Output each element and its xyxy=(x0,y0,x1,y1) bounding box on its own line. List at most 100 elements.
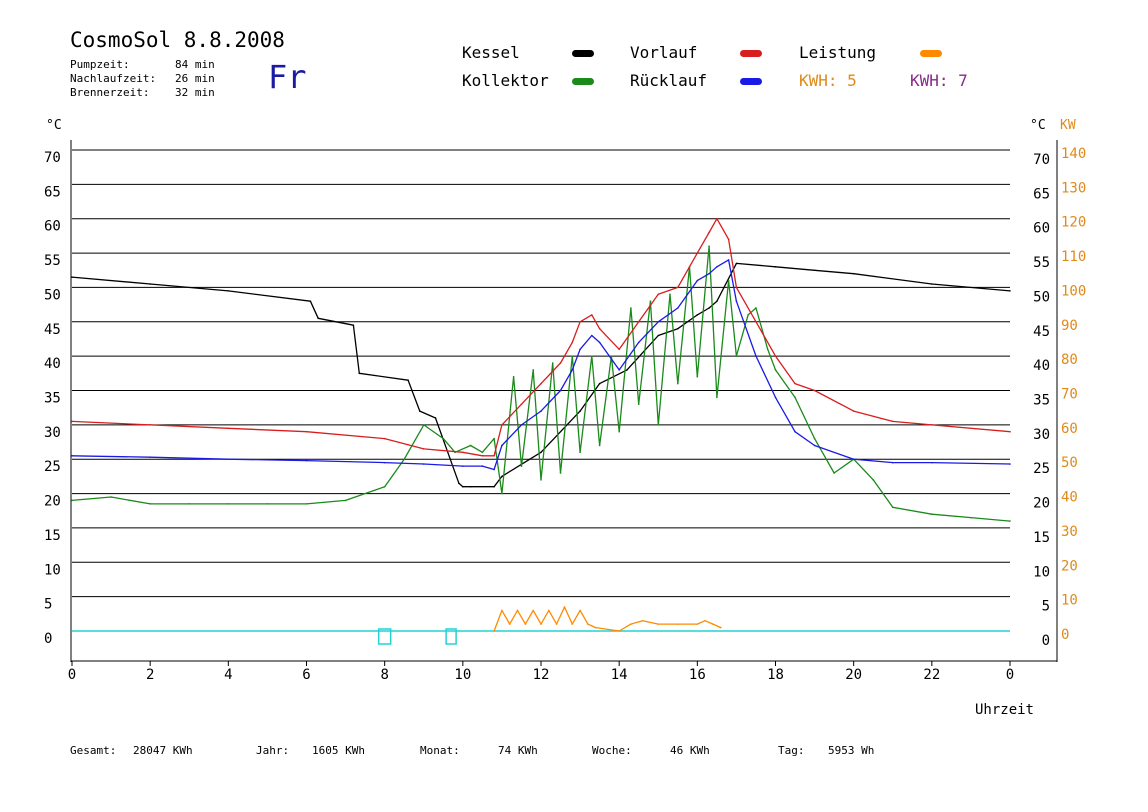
data-point xyxy=(872,479,875,481)
data-point xyxy=(716,396,718,399)
data-point xyxy=(727,259,730,261)
data-point xyxy=(708,231,710,234)
data-point xyxy=(358,372,361,375)
y2-tick-label: 20 xyxy=(1061,558,1078,574)
data-point xyxy=(110,496,112,498)
footer-monat-label: Monat: xyxy=(420,744,460,757)
data-point xyxy=(71,454,73,457)
y-tick-label-right: 35 xyxy=(1033,393,1050,409)
data-point xyxy=(727,279,730,282)
y-tick-label: 40 xyxy=(44,356,61,372)
data-point xyxy=(676,382,679,385)
data-point xyxy=(559,472,562,474)
data-point xyxy=(227,290,230,292)
data-point xyxy=(704,619,706,622)
data-point xyxy=(579,609,581,612)
data-point xyxy=(524,623,527,625)
legend-leistung-label: Leistung xyxy=(799,43,877,62)
stat-brennerzeit-value: 32 min xyxy=(175,86,215,99)
stat-nachlaufzeit-label: Nachlaufzeit: xyxy=(70,72,157,85)
data-point xyxy=(618,348,620,351)
data-point xyxy=(594,626,597,629)
data-point xyxy=(716,266,718,268)
data-point xyxy=(735,355,738,357)
y2-tick-label: 10 xyxy=(1061,593,1078,609)
y-tick-label-right: 30 xyxy=(1033,427,1050,443)
data-point xyxy=(891,506,894,509)
data-point xyxy=(458,482,460,485)
x-tick-label: 20 xyxy=(845,667,862,683)
data-point xyxy=(637,320,640,323)
data-point xyxy=(696,375,699,378)
data-point xyxy=(469,485,472,488)
data-point xyxy=(657,293,660,296)
data-point xyxy=(696,279,699,282)
y2-tick-label: 100 xyxy=(1061,283,1086,299)
x-tick-label: 10 xyxy=(454,667,471,683)
data-point xyxy=(716,217,718,220)
data-point xyxy=(344,499,347,502)
data-point xyxy=(352,324,355,327)
data-point xyxy=(755,307,757,309)
data-point xyxy=(442,437,445,440)
legend-kessel-label: Kessel xyxy=(462,43,520,62)
data-point xyxy=(813,269,816,272)
data-point xyxy=(579,320,581,323)
data-point xyxy=(852,458,855,461)
data-point xyxy=(794,382,796,385)
data-point xyxy=(559,389,562,392)
data-point xyxy=(1009,430,1011,433)
data-point xyxy=(462,451,464,454)
page-title: CosmoSol 8.8.2008 xyxy=(70,28,285,52)
data-point xyxy=(657,623,660,625)
y-tick-label-right: 45 xyxy=(1033,324,1050,340)
data-point xyxy=(626,369,628,371)
data-point xyxy=(462,465,464,467)
y-tick-label-right: 60 xyxy=(1033,221,1050,237)
data-point xyxy=(555,623,558,625)
footer-woche-label: Woche: xyxy=(592,744,632,757)
x-tick-label: 0 xyxy=(1006,667,1014,683)
y-tick-label: 10 xyxy=(44,562,61,578)
data-point xyxy=(149,456,151,458)
y2-tick-label: 130 xyxy=(1061,180,1086,196)
x-tick-label: 22 xyxy=(923,667,940,683)
data-point xyxy=(481,465,484,467)
footer-tag-label: Tag: xyxy=(778,744,805,757)
data-point xyxy=(493,468,495,471)
series-line-vorlauf xyxy=(71,218,1011,457)
data-point xyxy=(735,262,738,265)
data-point xyxy=(481,451,484,454)
data-point xyxy=(591,314,593,316)
y-tick-label: 20 xyxy=(44,494,61,510)
y-tick-label-right: 15 xyxy=(1033,530,1050,546)
legend-kwh-orange: KWH: 5 xyxy=(799,71,857,90)
data-point xyxy=(548,609,550,612)
y2-tick-label: 90 xyxy=(1061,318,1078,334)
x-axis-label: Uhrzeit xyxy=(975,702,1034,718)
y-unit-right: °C xyxy=(1030,118,1046,133)
data-point xyxy=(403,458,406,461)
y-tick-label: 5 xyxy=(44,597,52,613)
data-point xyxy=(598,327,601,330)
data-point xyxy=(598,382,601,385)
data-point xyxy=(591,334,593,337)
data-point xyxy=(227,503,230,505)
data-point xyxy=(891,420,894,423)
data-point xyxy=(540,410,542,412)
data-point xyxy=(716,300,718,302)
footer-jahr-label: Jahr: xyxy=(256,744,290,757)
stat-pumpzeit-value: 84 min xyxy=(175,58,215,71)
data-point xyxy=(419,410,421,412)
footer-woche-value: 46 KWh xyxy=(670,744,710,757)
data-point xyxy=(794,396,796,399)
y2-tick-label: 140 xyxy=(1061,146,1086,162)
y-tick-label-right: 40 xyxy=(1033,358,1050,374)
data-point xyxy=(383,461,386,464)
y-tick-label-right: 0 xyxy=(1042,633,1050,649)
data-point xyxy=(422,424,425,426)
data-point xyxy=(493,437,495,440)
data-point xyxy=(598,444,601,447)
data-point xyxy=(630,623,632,625)
data-point xyxy=(540,451,542,454)
